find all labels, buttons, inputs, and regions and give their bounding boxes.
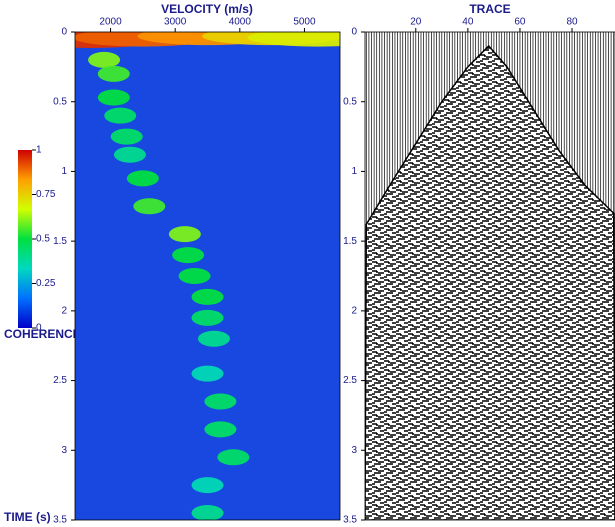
coherence-peak xyxy=(88,51,121,68)
coherence-peak xyxy=(178,268,211,284)
y-tick-label: 1 xyxy=(61,166,67,177)
y-tick-label: 2.5 xyxy=(53,375,67,386)
colorbar-label: COHERENCE xyxy=(4,327,81,341)
coherence-peak xyxy=(197,330,230,347)
coherence-peak xyxy=(126,170,159,187)
trace-title: TRACE xyxy=(469,2,510,16)
y-tick-label: 0.5 xyxy=(53,96,67,107)
y-tick-label: 0.5 xyxy=(343,96,357,107)
colorbar-tick-label: 0.5 xyxy=(36,234,50,245)
x-tick-label: 60 xyxy=(514,17,526,28)
coherence-peak xyxy=(191,505,224,520)
colorbar-tick-label: 0 xyxy=(36,323,42,334)
colorbar-tick-label: 1 xyxy=(36,145,42,156)
y-tick-label: 0 xyxy=(351,27,357,38)
coherence-peak xyxy=(110,128,143,145)
colorbar-tick-label: 0.25 xyxy=(36,278,56,289)
gather xyxy=(365,32,615,520)
first-break-area xyxy=(365,44,615,520)
coherence-peak xyxy=(204,421,237,438)
y-tick-label: 1 xyxy=(351,166,357,177)
y-tick-label: 3 xyxy=(351,445,357,456)
y-tick-label: 3.5 xyxy=(53,515,67,526)
y-tick-label: 1.5 xyxy=(343,236,357,247)
coherence-peak xyxy=(204,393,237,410)
colorbar-tick-label: 0.75 xyxy=(36,189,56,200)
x-tick-label: 40 xyxy=(462,17,474,28)
coherence-peak xyxy=(247,32,340,47)
coherence-peak xyxy=(191,288,224,305)
y-tick-label: 3 xyxy=(61,445,67,456)
coherence-peak xyxy=(97,89,130,106)
x-tick-label: 3000 xyxy=(164,17,187,28)
coherence-peak xyxy=(133,198,166,215)
coherence-peak xyxy=(97,65,130,82)
y-tick-label: 2.5 xyxy=(343,375,357,386)
y-tick-label: 1.5 xyxy=(53,236,67,247)
coherence-peak xyxy=(191,365,224,382)
y-tick-label: 3.5 xyxy=(343,515,357,526)
coherence-peak xyxy=(113,146,146,163)
y-tick-label: 0 xyxy=(61,27,67,38)
coherence-peak xyxy=(104,107,137,124)
coherence-peak xyxy=(172,247,205,264)
x-tick-label: 80 xyxy=(566,17,578,28)
y-label: TIME (s) xyxy=(4,510,51,524)
x-tick-label: 5000 xyxy=(293,17,316,28)
y-tick-label: 2 xyxy=(61,305,67,316)
colorbar xyxy=(18,150,32,328)
x-tick-label: 4000 xyxy=(229,17,252,28)
panel-frame xyxy=(364,31,615,521)
coherence-peak xyxy=(191,309,224,326)
coherence-peak xyxy=(217,449,250,466)
x-tick-label: 2000 xyxy=(99,17,122,28)
coherence-peak xyxy=(168,226,201,243)
coherence-peak xyxy=(191,477,224,494)
x-tick-label: 20 xyxy=(410,17,422,28)
y-tick-label: 2 xyxy=(351,305,357,316)
heatmap xyxy=(75,32,340,520)
panel-frame xyxy=(74,31,341,521)
velocity-title: VELOCITY (m/s) xyxy=(161,2,253,16)
